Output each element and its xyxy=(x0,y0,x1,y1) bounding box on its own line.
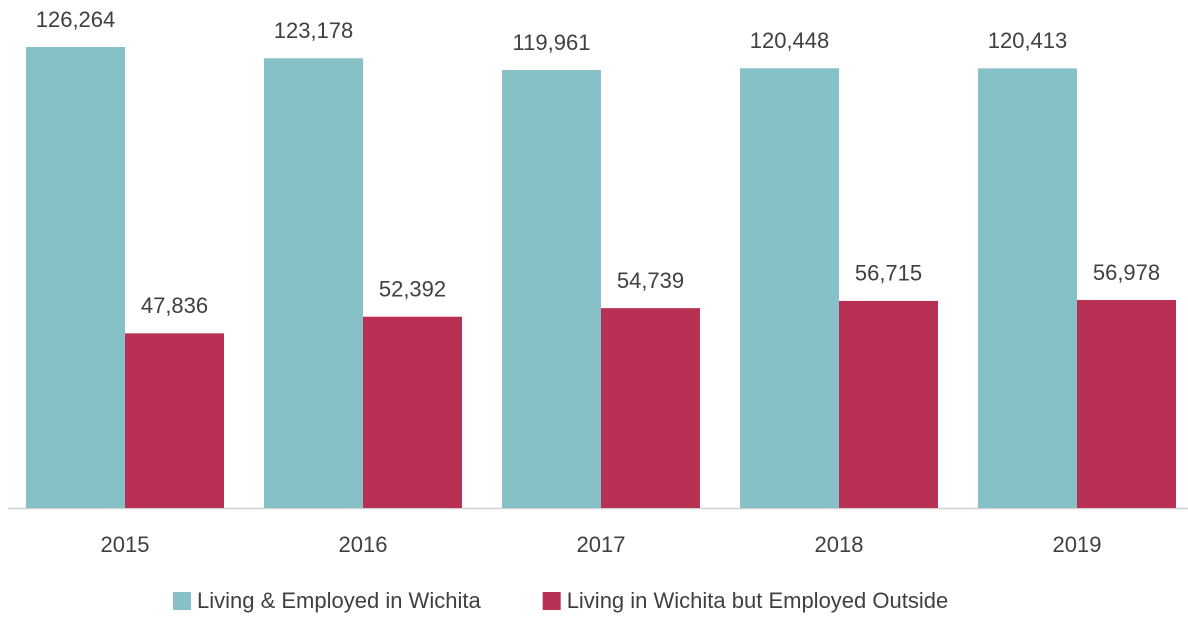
data-label: 119,961 xyxy=(513,30,591,55)
data-label: 120,448 xyxy=(750,28,830,53)
data-label: 47,836 xyxy=(141,293,208,318)
legend-swatch xyxy=(173,592,191,610)
bar xyxy=(839,300,938,508)
data-label: 126,264 xyxy=(36,7,116,32)
bar xyxy=(363,316,462,508)
x-tick-label: 2018 xyxy=(815,532,864,557)
x-tick-label: 2019 xyxy=(1053,532,1102,557)
bar xyxy=(740,68,839,508)
legend-label: Living & Employed in Wichita xyxy=(197,588,481,613)
data-label: 54,739 xyxy=(617,268,684,293)
bar xyxy=(601,308,700,508)
legend-swatch xyxy=(542,592,561,610)
legend-label: Living in Wichita but Employed Outside xyxy=(567,588,949,613)
data-label: 123,178 xyxy=(274,18,354,43)
bar xyxy=(978,68,1077,508)
data-label: 56,978 xyxy=(1093,260,1160,285)
data-label: 120,413 xyxy=(988,28,1068,53)
x-tick-label: 2017 xyxy=(577,532,626,557)
bar xyxy=(1077,299,1176,508)
bar xyxy=(26,47,125,508)
data-label: 56,715 xyxy=(855,261,922,286)
data-label: 52,392 xyxy=(379,277,446,302)
x-tick-label: 2015 xyxy=(101,532,150,557)
bar xyxy=(264,58,363,508)
bar xyxy=(502,70,601,508)
x-tick-label: 2016 xyxy=(339,532,388,557)
bar xyxy=(125,333,224,508)
